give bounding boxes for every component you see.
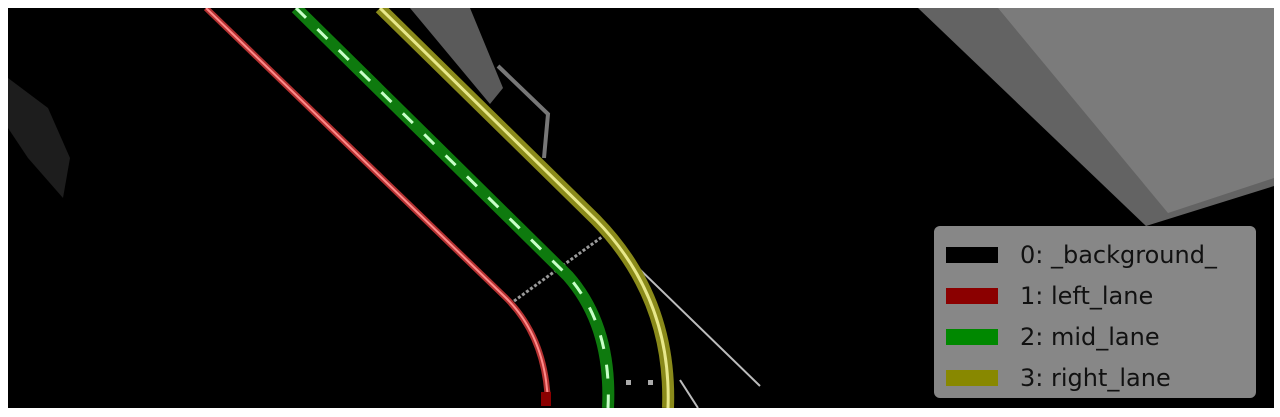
marker-dot xyxy=(648,380,653,385)
road-edge-line-lower xyxy=(679,379,699,408)
lane-segmentation-scene xyxy=(8,8,1274,408)
right-lane-core xyxy=(378,8,670,408)
legend-item-mid-lane: 2: mid_lane xyxy=(946,322,1160,352)
right-lane-line xyxy=(375,8,675,408)
mid-lane-dashes xyxy=(294,8,610,408)
left-lane-end xyxy=(541,392,551,406)
legend-item-left-lane: 1: left_lane xyxy=(946,281,1153,311)
legend-swatch-right-lane xyxy=(946,370,998,386)
legend-label: 1: left_lane xyxy=(1020,282,1154,310)
legend-label: 2: mid_lane xyxy=(1020,323,1160,351)
mid-lane-line xyxy=(291,8,615,408)
legend-item-background: 0: _background_ xyxy=(946,240,1217,270)
segmentation-image: 0: _background_ 1: left_lane 2: mid_lane… xyxy=(8,8,1274,408)
legend-label: 0: _background_ xyxy=(1020,241,1217,269)
gray-structure xyxy=(410,8,503,104)
road-edge-line xyxy=(627,257,761,387)
legend-item-right-lane: 3: right_lane xyxy=(946,363,1171,393)
gray-structure-edge xyxy=(496,64,551,159)
left-lane-core xyxy=(205,8,549,405)
legend-swatch-background xyxy=(946,247,998,263)
legend-label: 3: right_lane xyxy=(1020,364,1171,392)
marker-dot xyxy=(626,380,631,385)
gray-road-highlight xyxy=(998,8,1274,213)
legend-swatch-mid-lane xyxy=(946,329,998,345)
left-artifact xyxy=(8,78,70,198)
legend: 0: _background_ 1: left_lane 2: mid_lane… xyxy=(934,226,1256,398)
legend-swatch-left-lane xyxy=(946,288,998,304)
